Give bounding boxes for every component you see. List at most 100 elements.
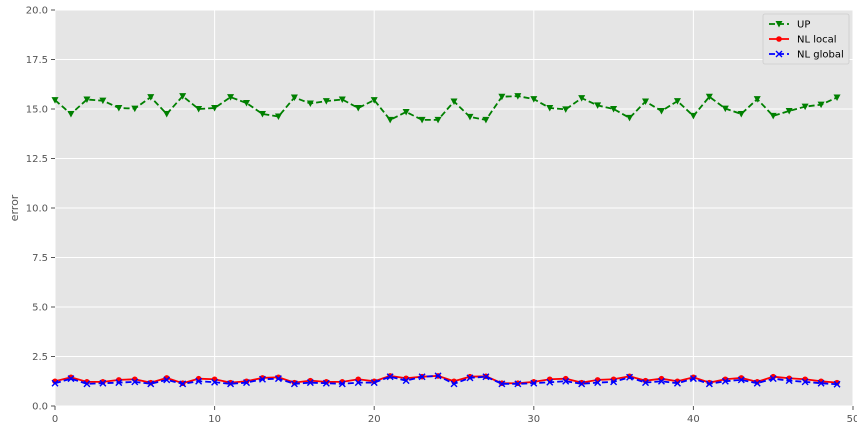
data-point bbox=[753, 96, 761, 103]
data-point bbox=[753, 379, 761, 387]
y-tick-label: 10.0 bbox=[26, 204, 48, 215]
data-point bbox=[562, 377, 570, 385]
data-point bbox=[498, 380, 506, 388]
data-point bbox=[466, 113, 474, 121]
data-point bbox=[147, 380, 155, 388]
data-point bbox=[227, 94, 235, 101]
x-axis: 0 10 20 30 40 50 bbox=[52, 406, 857, 425]
data-point bbox=[657, 107, 665, 115]
legend: UP NL local NL global bbox=[762, 13, 850, 65]
data-point bbox=[833, 380, 841, 388]
legend-marker bbox=[775, 21, 783, 28]
y-tick-label: 15.0 bbox=[26, 105, 48, 116]
legend-box bbox=[762, 13, 850, 65]
data-point bbox=[322, 98, 330, 105]
grid bbox=[54, 9, 854, 407]
data-point bbox=[498, 93, 506, 101]
series-line bbox=[54, 94, 838, 122]
series-nl-global bbox=[51, 372, 841, 388]
y-tick-label: 2.5 bbox=[32, 352, 48, 363]
data-point bbox=[67, 110, 75, 118]
data-point bbox=[99, 379, 107, 387]
y-tick-label: 0.0 bbox=[32, 402, 48, 413]
data-point bbox=[195, 106, 203, 113]
data-point bbox=[290, 94, 298, 102]
data-point bbox=[163, 110, 171, 118]
data-point bbox=[227, 380, 235, 388]
data-point bbox=[386, 116, 394, 124]
legend-label: UP bbox=[797, 20, 810, 31]
data-point bbox=[83, 380, 91, 388]
y-axis: 0.0 2.5 5.0 7.5 10.0 12.5 15.0 17.5 20.0 bbox=[26, 6, 55, 413]
data-point bbox=[466, 374, 474, 382]
data-point bbox=[721, 377, 729, 385]
data-point bbox=[402, 377, 410, 385]
data-point bbox=[51, 379, 59, 387]
data-point bbox=[721, 105, 729, 113]
data-point bbox=[418, 373, 426, 381]
data-point bbox=[833, 94, 841, 102]
data-point bbox=[737, 376, 745, 384]
data-point bbox=[450, 98, 458, 105]
data-point bbox=[67, 375, 75, 383]
data-point bbox=[689, 112, 697, 120]
data-point bbox=[306, 379, 314, 387]
legend-label: NL local bbox=[797, 35, 837, 46]
data-point bbox=[290, 380, 298, 388]
data-point bbox=[211, 105, 219, 112]
data-point bbox=[626, 114, 634, 122]
data-point bbox=[370, 379, 378, 387]
data-point bbox=[514, 93, 522, 100]
legend-marker bbox=[776, 36, 782, 42]
y-tick-label: 20.0 bbox=[26, 6, 48, 17]
data-point bbox=[434, 372, 442, 380]
data-point bbox=[530, 379, 538, 387]
data-point bbox=[817, 101, 825, 109]
data-point bbox=[147, 379, 154, 386]
data-point bbox=[274, 113, 282, 121]
data-point bbox=[562, 106, 570, 113]
data-point bbox=[578, 95, 586, 102]
data-point bbox=[354, 105, 362, 112]
data-point bbox=[243, 379, 251, 387]
data-point bbox=[115, 105, 123, 112]
data-point bbox=[705, 93, 713, 101]
data-point bbox=[434, 116, 442, 124]
data-point bbox=[689, 375, 697, 383]
data-point bbox=[195, 377, 203, 385]
data-point bbox=[657, 377, 665, 385]
data-point bbox=[99, 97, 107, 105]
data-point bbox=[817, 379, 825, 387]
data-point bbox=[673, 98, 681, 105]
data-point bbox=[642, 379, 650, 387]
data-point bbox=[482, 373, 490, 381]
data-point bbox=[322, 379, 330, 387]
data-point bbox=[258, 375, 266, 383]
data-point bbox=[147, 94, 155, 101]
data-point bbox=[227, 379, 234, 386]
data-point bbox=[769, 375, 777, 383]
data-point bbox=[402, 108, 410, 116]
data-point bbox=[626, 373, 634, 381]
data-point bbox=[258, 110, 266, 118]
data-point bbox=[594, 102, 602, 109]
data-point bbox=[530, 96, 538, 103]
data-point bbox=[274, 375, 282, 383]
x-tick-label: 30 bbox=[527, 414, 540, 425]
data-point bbox=[131, 378, 139, 386]
data-point bbox=[179, 380, 187, 388]
x-tick-label: 10 bbox=[208, 414, 221, 425]
x-tick-label: 50 bbox=[847, 414, 857, 425]
data-point bbox=[243, 100, 251, 107]
y-tick-label: 5.0 bbox=[32, 303, 48, 314]
series-line bbox=[54, 374, 838, 386]
data-point bbox=[801, 103, 809, 111]
data-point bbox=[785, 377, 793, 385]
series-up bbox=[51, 93, 841, 124]
data-point bbox=[179, 93, 187, 100]
x-tick-label: 0 bbox=[52, 414, 58, 425]
data-point bbox=[338, 380, 346, 388]
data-point bbox=[642, 98, 650, 105]
x-tick-label: 40 bbox=[687, 414, 700, 425]
